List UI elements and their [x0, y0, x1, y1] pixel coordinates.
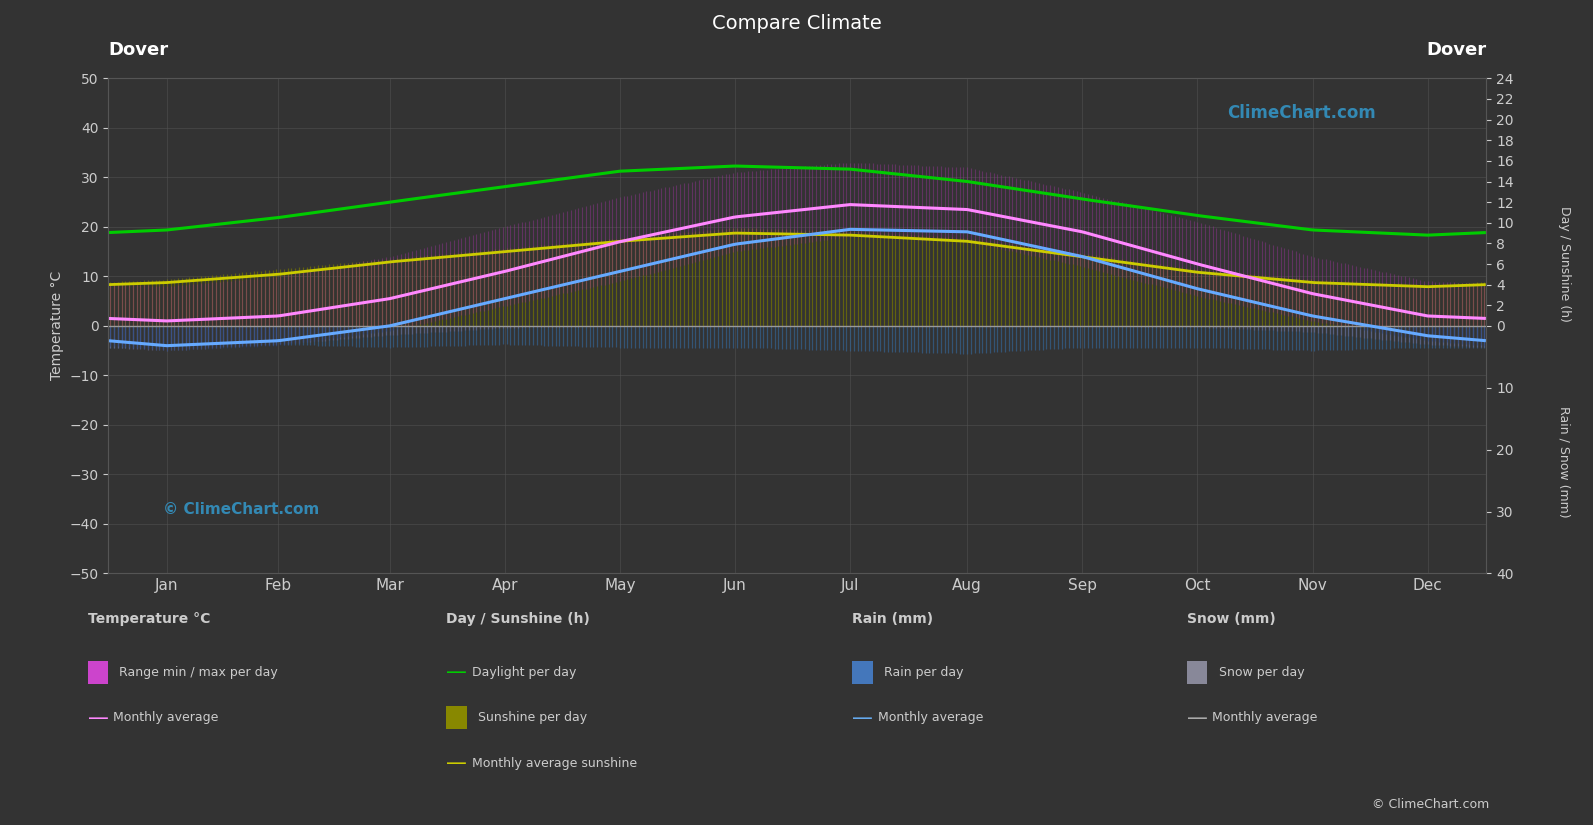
Text: Daylight per day: Daylight per day — [472, 666, 577, 679]
Text: Compare Climate: Compare Climate — [712, 14, 881, 33]
Text: Monthly average: Monthly average — [878, 711, 983, 724]
Y-axis label: Temperature °C: Temperature °C — [49, 271, 64, 380]
Text: Rain / Snow (mm): Rain / Snow (mm) — [1558, 406, 1571, 518]
Text: Monthly average: Monthly average — [113, 711, 218, 724]
Text: Snow per day: Snow per day — [1219, 666, 1305, 679]
Text: Sunshine per day: Sunshine per day — [478, 711, 588, 724]
Text: Dover: Dover — [108, 40, 169, 59]
Text: Range min / max per day: Range min / max per day — [119, 666, 279, 679]
Text: —: — — [88, 708, 108, 728]
Text: ClimeChart.com: ClimeChart.com — [1227, 104, 1376, 122]
Text: —: — — [852, 708, 873, 728]
Text: Dover: Dover — [1426, 40, 1486, 59]
Text: Day / Sunshine (h): Day / Sunshine (h) — [1558, 206, 1571, 322]
Text: —: — — [1187, 708, 1207, 728]
Text: Rain (mm): Rain (mm) — [852, 612, 933, 626]
Text: —: — — [446, 662, 467, 682]
Text: Temperature °C: Temperature °C — [88, 612, 210, 626]
Text: © ClimeChart.com: © ClimeChart.com — [164, 502, 320, 517]
Text: Monthly average sunshine: Monthly average sunshine — [472, 757, 637, 770]
Text: © ClimeChart.com: © ClimeChart.com — [1372, 799, 1489, 812]
Text: Snow (mm): Snow (mm) — [1187, 612, 1276, 626]
Text: Monthly average: Monthly average — [1212, 711, 1317, 724]
Text: Day / Sunshine (h): Day / Sunshine (h) — [446, 612, 589, 626]
Text: —: — — [446, 753, 467, 773]
Text: Rain per day: Rain per day — [884, 666, 964, 679]
